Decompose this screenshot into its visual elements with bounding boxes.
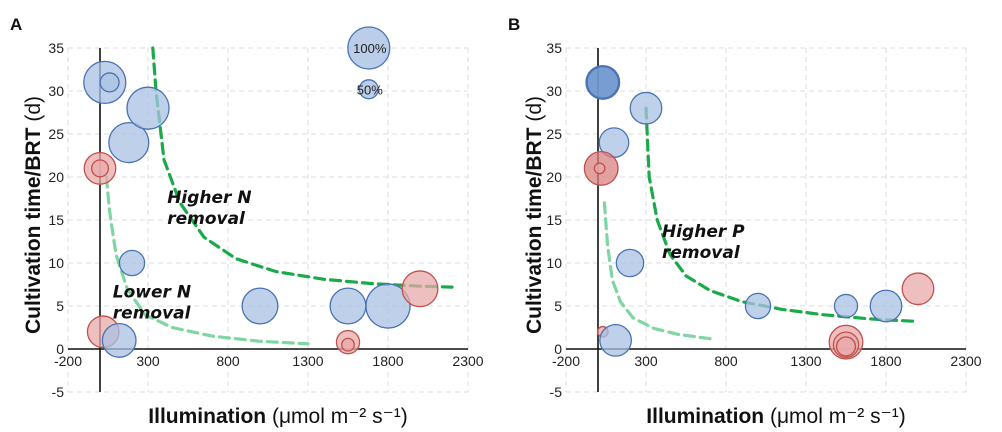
y-tick-label: 15	[48, 212, 64, 228]
data-point	[118, 249, 146, 277]
y-tick-label: 35	[546, 40, 562, 56]
x-tick-label: 300	[136, 353, 160, 369]
data-point	[901, 272, 935, 306]
y-tick-label: 15	[546, 212, 562, 228]
x-tick-label: 2300	[950, 353, 981, 369]
data-point	[593, 162, 606, 175]
x-tick-label: 800	[714, 353, 738, 369]
data-point	[329, 287, 367, 325]
y-tick-label: 5	[56, 298, 64, 314]
x-tick-label: 800	[216, 353, 240, 369]
fit-curve-dark	[644, 106, 920, 324]
data-point	[599, 323, 632, 357]
data-point	[99, 72, 120, 93]
legend-bubble	[347, 26, 391, 70]
y-tick-label: 30	[546, 83, 562, 99]
legend-bubble	[358, 79, 379, 100]
data-point	[744, 292, 772, 320]
data-point	[108, 122, 150, 164]
y-tick-label: 35	[48, 40, 64, 56]
data-point	[101, 322, 137, 358]
panel-b-chart: B -5 0 5 10 15 20 25 30 35 -200 300 800 1300 1800 2300 H…	[508, 15, 982, 428]
y-tick-label: 25	[546, 126, 562, 142]
panel-a-chart: A -5 0 5 10 15 20 25 30 35 -200 300 800 1300 1800 2300 1…	[10, 15, 484, 428]
panel-letter: B	[508, 15, 520, 34]
data-point	[869, 289, 903, 323]
y-tick-label: -5	[550, 384, 563, 400]
y-tick-label: 0	[56, 341, 64, 357]
x-tick-label: 1300	[292, 353, 323, 369]
data-point	[365, 283, 411, 329]
panel-letter: A	[10, 15, 22, 34]
x-tick-label: 1800	[870, 353, 901, 369]
y-tick-label: 30	[48, 83, 64, 99]
y-tick-label: 0	[554, 341, 562, 357]
fit-curve-light	[602, 201, 712, 341]
data-point	[835, 336, 857, 357]
y-tick-label: 5	[554, 298, 562, 314]
data-point	[629, 91, 663, 125]
x-tick-label: 1800	[372, 353, 403, 369]
data-point	[341, 337, 355, 352]
y-tick-label: 20	[48, 169, 64, 185]
y-axis-title: Cultivation time/BRT (d)	[22, 96, 45, 334]
y-axis-title: Cultivation time/BRT (d)	[523, 96, 546, 334]
x-tick-label: -200	[54, 353, 82, 369]
legend-label: 100%	[353, 41, 387, 56]
x-axis-title: Illumination (μmol m⁻² s⁻¹)	[646, 405, 905, 428]
data-point	[833, 293, 859, 319]
x-tick-label: 300	[634, 353, 658, 369]
x-tick-label: 1300	[790, 353, 821, 369]
y-tick-label: 25	[48, 126, 64, 142]
x-tick-label: 2300	[452, 353, 483, 369]
fit-curve-light	[104, 175, 310, 346]
y-tick-label: 10	[48, 255, 64, 271]
data-point	[615, 248, 645, 278]
x-axis-title: Illumination (μmol m⁻² s⁻¹)	[148, 405, 407, 428]
data-point	[401, 270, 439, 308]
y-tick-label: 20	[546, 169, 562, 185]
y-tick-label: -5	[52, 384, 65, 400]
x-tick-label: -200	[552, 353, 580, 369]
data-point	[126, 86, 170, 130]
data-point	[586, 66, 620, 99]
data-point	[241, 287, 279, 325]
data-point	[90, 159, 110, 178]
legend-label: 50%	[357, 82, 383, 97]
y-tick-label: 10	[546, 255, 562, 271]
fit-curve-dark	[151, 46, 454, 289]
